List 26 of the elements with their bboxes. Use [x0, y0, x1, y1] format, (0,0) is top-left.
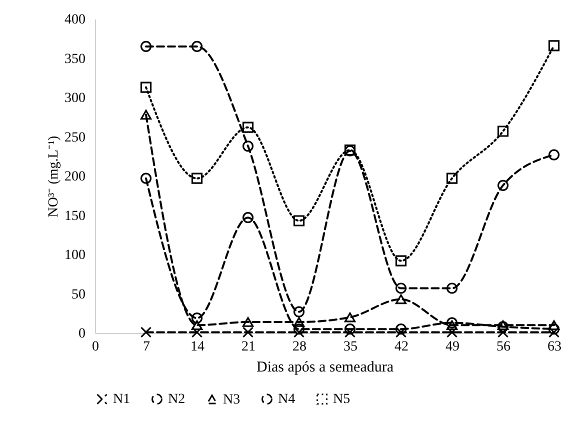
y-tick-label: 300 — [64, 91, 86, 106]
y-tick-label: 350 — [64, 52, 86, 67]
y-axis-title: NO³⁻ (mg.L⁻¹) — [46, 135, 62, 218]
y-tick-label: 200 — [64, 170, 86, 184]
legend-label: N3 — [223, 392, 240, 408]
y-tick-label: 50 — [72, 287, 86, 302]
x-tick-label: 63 — [548, 340, 562, 354]
x-tick-label: 7 — [143, 340, 150, 354]
x-axis-title: Dias após a semeadura — [256, 360, 394, 376]
y-tick-label: 150 — [64, 208, 86, 224]
y-tick-label: 0 — [78, 326, 86, 342]
legend-label: N4 — [278, 392, 296, 408]
legend-label: N1 — [113, 392, 130, 408]
x-tick-label: 56 — [496, 340, 510, 354]
x-tick-label: 0 — [92, 340, 99, 354]
x-tick-label: 21 — [242, 340, 256, 354]
x-tick-label: 49 — [446, 340, 460, 354]
x-tick-label: 42 — [394, 340, 408, 354]
y-tick-label: 250 — [64, 130, 86, 146]
y-tick-label: 400 — [64, 12, 86, 28]
x-tick-label: 35 — [344, 340, 358, 354]
y-tick-label: 100 — [64, 248, 86, 263]
legend-label: N2 — [168, 392, 186, 408]
x-tick-label: 14 — [190, 340, 204, 354]
legend-label: N5 — [333, 392, 350, 408]
x-tick-label: 28 — [292, 340, 306, 354]
